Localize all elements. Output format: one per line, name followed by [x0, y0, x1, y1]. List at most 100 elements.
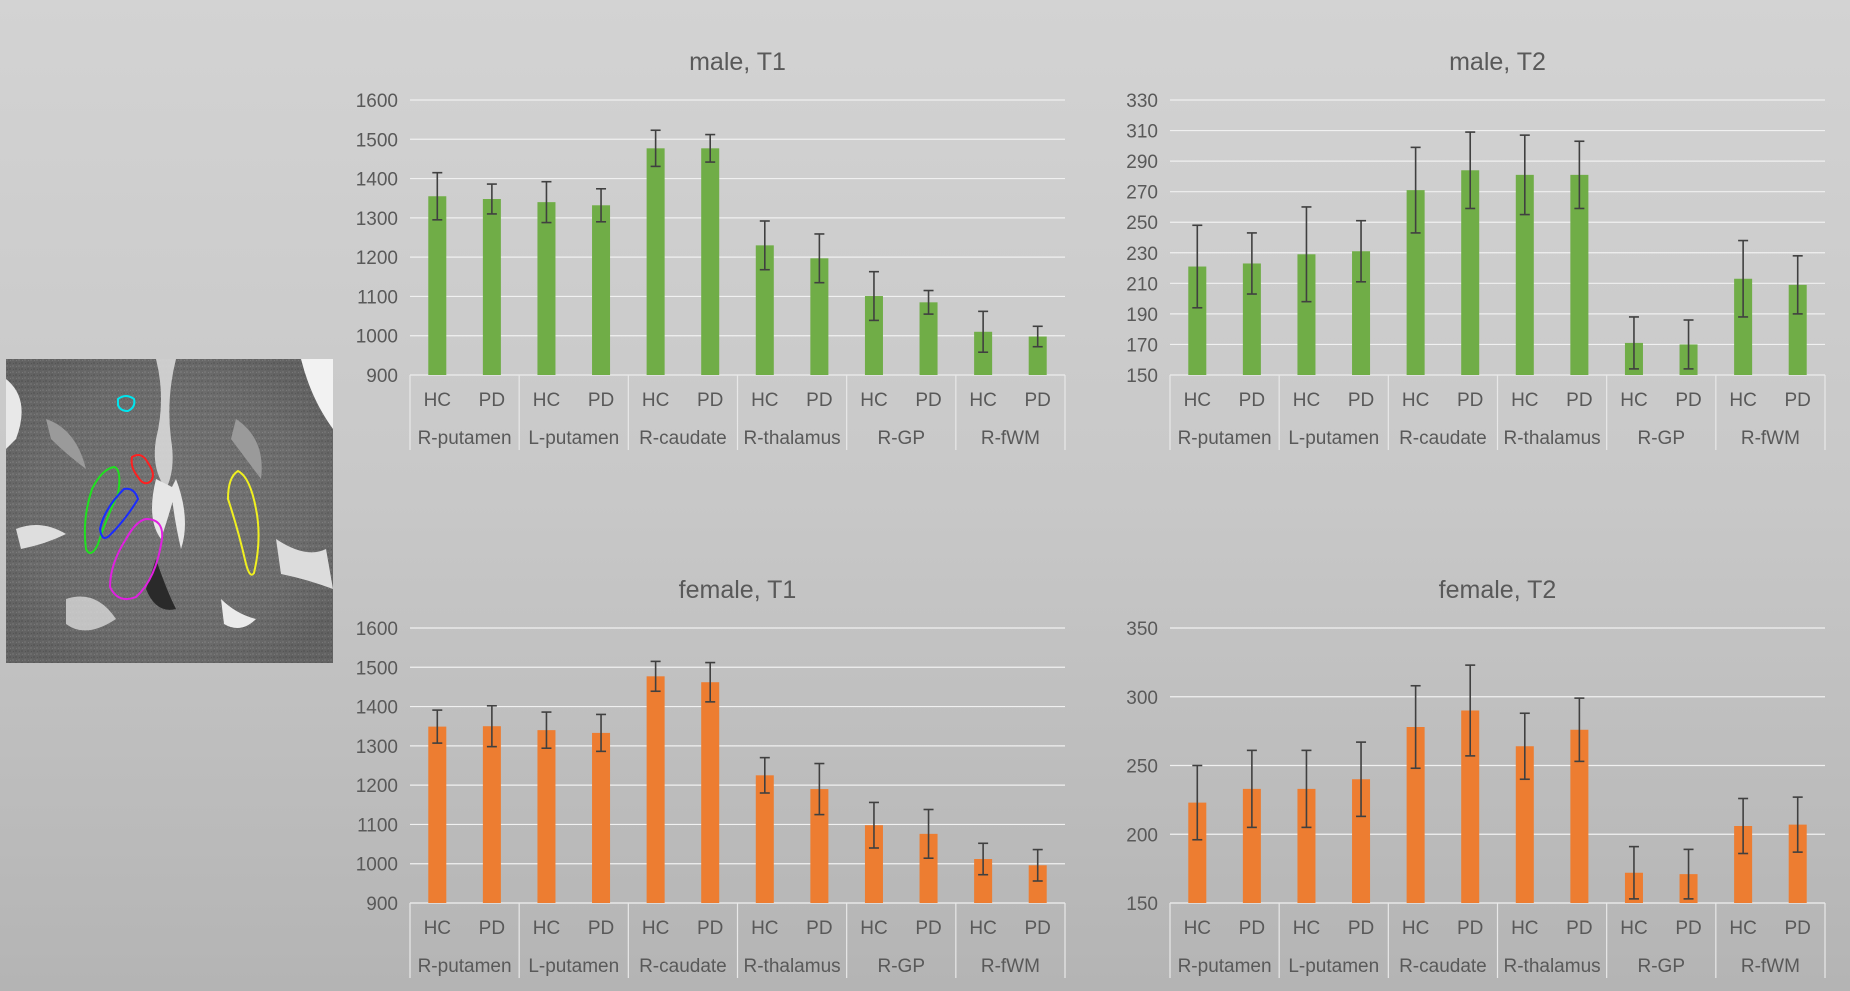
bar [1788, 824, 1807, 903]
y-tick-label: 1400 [356, 698, 398, 719]
bar [482, 199, 501, 375]
x-group-label: R-thalamus [1504, 956, 1601, 977]
x-category-label: HC [642, 390, 669, 411]
x-category-label: PD [1675, 918, 1701, 939]
bar [810, 789, 829, 903]
roi-green-outline [83, 465, 121, 554]
x-group-label: R-thalamus [744, 428, 841, 449]
x-category-label: PD [1239, 918, 1265, 939]
y-tick-label: 1100 [357, 287, 398, 308]
bar [810, 258, 829, 375]
x-category-label: HC [1184, 390, 1211, 411]
y-tick-label: 290 [1126, 152, 1158, 173]
bar [1461, 170, 1480, 375]
x-group-label: L-putamen [528, 956, 619, 977]
y-tick-label: 1500 [356, 130, 398, 151]
x-category-label: HC [1511, 390, 1538, 411]
bar [646, 148, 665, 375]
y-tick-label: 1300 [356, 737, 398, 758]
x-category-label: HC [533, 918, 560, 939]
x-group-label: R-putamen [1178, 428, 1272, 449]
bar [1406, 727, 1425, 903]
roi-cyan-outline [117, 395, 136, 413]
chart-title: female, T1 [679, 576, 797, 604]
bar [1515, 746, 1534, 903]
bar [1188, 266, 1207, 375]
roi-blue-outline [98, 487, 140, 539]
x-category-label: PD [1025, 390, 1051, 411]
x-category-label: PD [1566, 390, 1592, 411]
x-category-label: HC [860, 390, 887, 411]
bar [1570, 729, 1589, 903]
roi-red-outline [130, 454, 154, 485]
x-group-label: R-GP [878, 428, 926, 449]
bar [1734, 826, 1753, 903]
y-tick-label: 1000 [356, 327, 398, 348]
mri-brain-image [6, 359, 333, 663]
x-category-label: PD [697, 390, 723, 411]
y-tick-label: 270 [1126, 183, 1158, 204]
x-group-label: R-thalamus [1504, 428, 1601, 449]
bar [755, 245, 774, 375]
x-group-label: R-GP [1638, 428, 1686, 449]
bar [864, 296, 883, 375]
x-category-label: HC [969, 918, 996, 939]
x-category-label: PD [915, 390, 941, 411]
roi-yellow-outline [226, 469, 260, 576]
y-tick-label: 1200 [356, 776, 398, 797]
x-category-label: PD [1785, 390, 1811, 411]
bar [974, 331, 993, 375]
chart-male-t2: male, T2 150 170 190 210 230 250 270 290 310 330 HC… [1090, 30, 1830, 455]
y-tick-label: 310 [1126, 122, 1158, 143]
x-category-label: HC [424, 390, 451, 411]
y-tick-label: 1000 [356, 855, 398, 876]
bar [1461, 710, 1480, 903]
x-category-label: HC [1620, 390, 1647, 411]
x-category-label: PD [1457, 918, 1483, 939]
x-group-label: R-putamen [418, 956, 512, 977]
x-group-label: L-putamen [1288, 428, 1379, 449]
chart-female-t2: female, T2 150 200 250 300 350 HC PD HC PD HC PD HC P… [1090, 558, 1830, 983]
x-category-label: PD [479, 390, 505, 411]
x-group-label: R-caudate [639, 956, 727, 977]
chart-title: female, T2 [1439, 576, 1557, 604]
bar [592, 732, 611, 903]
x-category-label: PD [806, 390, 832, 411]
x-group-label: R-GP [1638, 956, 1686, 977]
y-tick-label: 210 [1126, 274, 1158, 295]
bar [592, 205, 611, 375]
x-group-label: R-GP [878, 956, 926, 977]
bar [537, 730, 556, 903]
y-tick-label: 1200 [356, 248, 398, 269]
x-category-label: PD [1348, 918, 1374, 939]
x-category-label: HC [533, 390, 560, 411]
y-tick-label: 330 [1126, 91, 1158, 112]
bar [1028, 865, 1047, 903]
bar [919, 302, 938, 375]
y-tick-label: 350 [1126, 619, 1158, 640]
x-group-label: R-caudate [1399, 956, 1487, 977]
x-category-label: PD [1348, 390, 1374, 411]
bar [755, 775, 774, 903]
x-category-label: PD [806, 918, 832, 939]
x-category-label: HC [642, 918, 669, 939]
chart-svg: female, T1 900 1000 1100 1200 1300 1400 1500 160… [356, 576, 1066, 978]
x-category-label: PD [1457, 390, 1483, 411]
bar [482, 726, 501, 903]
x-category-label: PD [479, 918, 505, 939]
x-category-label: PD [697, 918, 723, 939]
y-tick-label: 150 [1126, 366, 1158, 387]
chart-title: male, T1 [689, 48, 786, 76]
x-category-label: HC [1293, 390, 1320, 411]
x-category-label: HC [751, 918, 778, 939]
bar [646, 676, 665, 903]
bar [1352, 779, 1371, 903]
bar [974, 859, 993, 903]
y-tick-label: 150 [1126, 894, 1158, 915]
y-tick-label: 300 [1126, 688, 1158, 709]
x-category-label: HC [1402, 390, 1429, 411]
x-category-label: HC [1620, 918, 1647, 939]
bar [537, 202, 556, 375]
y-tick-label: 1500 [356, 658, 398, 679]
y-tick-label: 1100 [357, 815, 398, 836]
